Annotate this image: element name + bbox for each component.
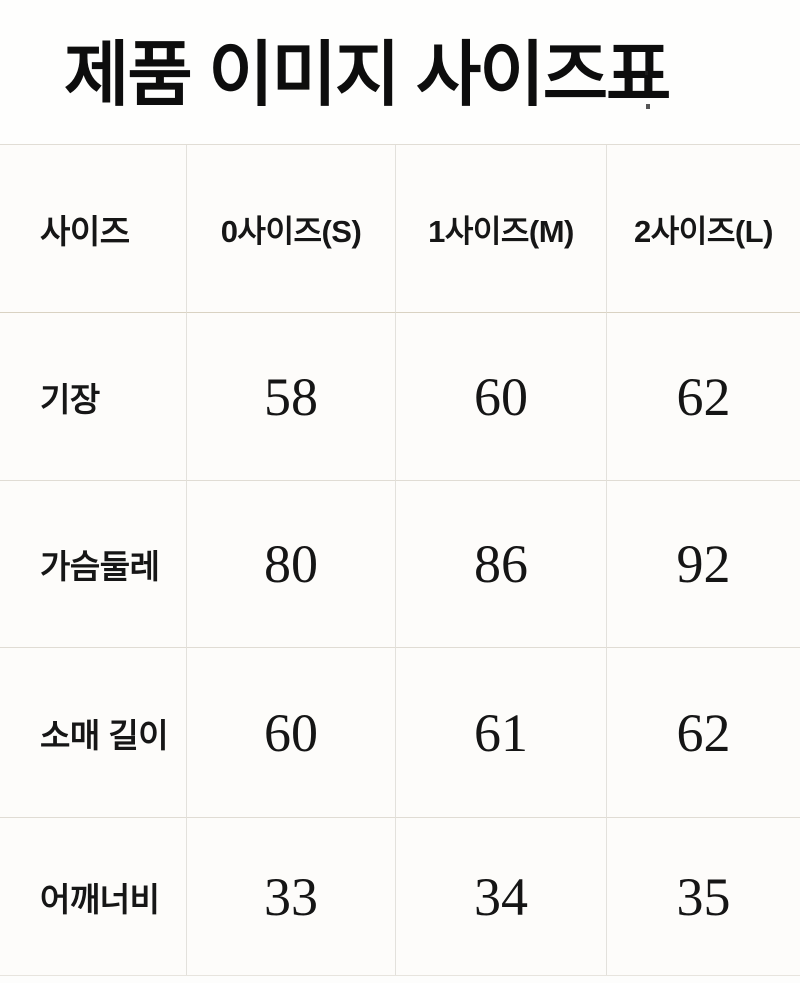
value-cell: 61	[395, 647, 606, 817]
value-cell: 35	[606, 817, 800, 975]
value-cell: 60	[186, 647, 395, 817]
value-cell: 92	[606, 480, 800, 647]
value-cell: 62	[606, 647, 800, 817]
row-label-sleeve: 소매 길이	[0, 647, 186, 817]
row-label-length: 기장	[0, 312, 186, 480]
value-cell: 86	[395, 480, 606, 647]
artifact-dot	[645, 71, 648, 75]
header-cell-size: 사이즈	[40, 212, 130, 250]
value-cell: 80	[186, 480, 395, 647]
page-title: 제품 이미지 사이즈표	[64, 36, 671, 115]
value-cell: 34	[395, 817, 606, 975]
title-area: 제품 이미지 사이즈표	[0, 0, 800, 144]
header-cell-size-l: 2사이즈(L)	[606, 145, 800, 312]
row-label-chest: 가슴둘레	[0, 480, 186, 647]
value-cell: 33	[186, 817, 395, 975]
artifact-dot	[646, 104, 650, 109]
value-cell: 62	[606, 312, 800, 480]
row-label-shoulder: 어깨너비	[0, 817, 186, 975]
value-cell: 60	[395, 312, 606, 480]
size-table: 사이즈 0사이즈(S) 1사이즈(M) 2사이즈(L) 기장 58 60 62 …	[0, 144, 800, 976]
header-cell-size-m: 1사이즈(M)	[395, 145, 606, 312]
value-cell: 58	[186, 312, 395, 480]
header-cell-size-s: 0사이즈(S)	[186, 145, 395, 312]
